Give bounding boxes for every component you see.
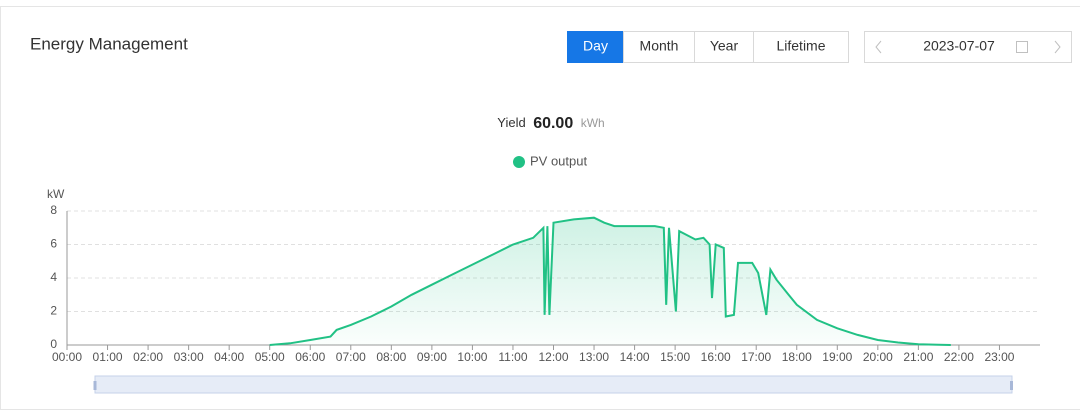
tab-group: Day Month Year Lifetime [567, 31, 849, 63]
x-tick-label: 06:00 [295, 350, 325, 364]
next-arrow[interactable] [1054, 40, 1061, 54]
legend-label: PV output [530, 153, 587, 168]
tab-label: Lifetime [776, 38, 825, 54]
card [0, 6, 1080, 410]
x-tick-label: 14:00 [620, 350, 650, 364]
prev-arrow[interactable] [875, 40, 882, 54]
legend-swatch [513, 156, 525, 168]
x-tick-label: 07:00 [336, 350, 366, 364]
yield: Yield 60.00 kWh [497, 115, 604, 132]
tab[interactable] [623, 31, 695, 63]
x-tick-label: 13:00 [579, 350, 609, 364]
x-tick-label: 15:00 [660, 350, 690, 364]
area [269, 217, 951, 345]
x-tick-label: 11:00 [498, 350, 527, 364]
yield-unit: kWh [581, 116, 605, 130]
x-tick-label: 12:00 [538, 350, 568, 364]
x-tick-label: 16:00 [701, 350, 731, 364]
x-tick-label: 17:00 [741, 350, 771, 364]
tab[interactable] [753, 31, 849, 63]
zoom-slider[interactable] [94, 375, 1013, 394]
x-tick-label: 21:00 [903, 350, 933, 364]
y-tick-label: 2 [50, 304, 57, 318]
x-tick-label: 02:00 [133, 350, 163, 364]
calendar-icon[interactable] [1016, 41, 1028, 53]
date: 2023-07-07 [923, 38, 995, 54]
y-tick-label: 6 [50, 237, 57, 251]
y-tick-label: 8 [50, 203, 57, 217]
y-axis-label: kW [47, 187, 65, 201]
x-tick-label: 19:00 [822, 350, 852, 364]
x-tick-label: 22:00 [944, 350, 974, 364]
date-picker[interactable] [864, 31, 1072, 63]
x-tick-label: 23:00 [984, 350, 1014, 364]
tab-label: Day [583, 38, 608, 54]
yield-value: 60.00 [533, 115, 573, 132]
slider-handle[interactable] [1010, 381, 1013, 390]
x-tick-label: 08:00 [376, 350, 406, 364]
x-tick-label: 09:00 [417, 350, 447, 364]
x-tick-label: 10:00 [457, 350, 487, 364]
x-tick-label: 05:00 [255, 350, 285, 364]
x-tick-label: 20:00 [863, 350, 893, 364]
x-tick-label: 03:00 [174, 350, 204, 364]
y-tick-label: 0 [50, 337, 57, 351]
slider-handle[interactable] [93, 381, 97, 390]
title: Energy Management [30, 34, 188, 53]
x-tick-label: 18:00 [782, 350, 812, 364]
tab-label: Year [710, 38, 739, 54]
y-tick-label: 4 [50, 270, 57, 284]
yield-label: Yield [497, 115, 525, 130]
line [269, 216, 951, 346]
tab-label: Month [640, 38, 679, 54]
x-tick-label: 04:00 [214, 350, 244, 364]
x-tick-label: 01:00 [93, 350, 123, 364]
x-tick-label: 00:00 [52, 350, 82, 364]
